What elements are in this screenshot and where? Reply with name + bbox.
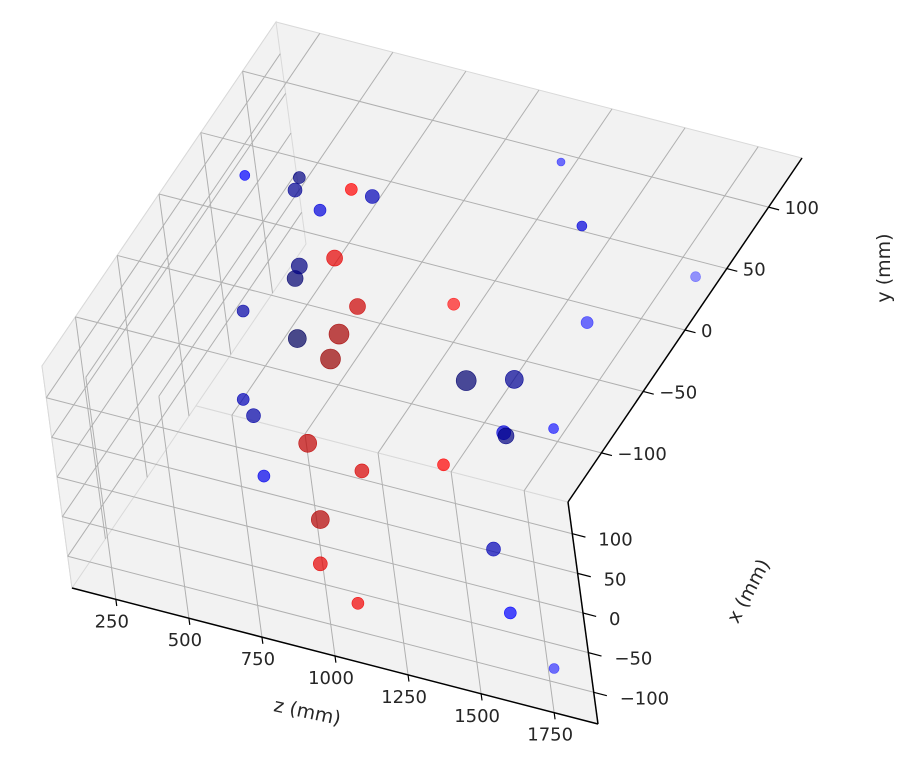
data-points [236,157,701,674]
z-mm-tick-label: 1500 [454,706,500,727]
data-point [576,220,588,232]
data-point [455,370,477,391]
grid-line-z-left [200,132,232,355]
data-point [497,427,515,445]
data-point [503,606,517,620]
data-point [298,433,318,453]
axis-panes [41,20,803,725]
grid-line-z-left [74,316,106,539]
grid-line-y-floor [67,555,594,693]
data-point [580,316,594,329]
z-mm-tick-label: 500 [168,630,202,651]
z-mm-tick-mark [188,618,191,625]
data-point [287,329,307,348]
data-point [349,298,366,315]
x-mm-tick-label: −100 [620,688,669,709]
z-mm-tick-mark [261,637,264,644]
data-point [351,596,365,610]
data-point [236,393,250,406]
data-point [504,370,524,389]
y-mm-tick-mark [684,329,696,334]
y-mm-tick-label: −100 [617,444,666,465]
z-axis-label: y (mm) [873,233,895,302]
y-mm-tick-label: 0 [701,321,712,342]
y-mm-tick-mark [601,452,613,457]
z-mm-tick-mark [553,712,556,720]
y-axis-label: x (mm) [723,555,775,626]
data-point [320,348,341,370]
data-point [364,189,380,204]
data-point [548,423,559,434]
z-mm-tick-label: 1250 [381,687,427,708]
z-mm-tick-label: 750 [241,649,275,670]
x-mm-tick-mark [582,612,597,617]
y-mm-tick-label: −50 [659,382,697,403]
x-mm-tick-mark [572,533,586,538]
data-point [486,541,501,557]
grid-line-y-floor [46,397,573,535]
grid-line-y-floor [56,476,584,614]
z-mm-tick-mark [407,674,410,682]
data-point [326,249,343,267]
x-mm-tick-mark [577,572,591,578]
data-point [354,463,370,479]
data-point [257,469,271,483]
data-point [328,323,350,345]
x-axis-label: z (mm) [272,694,343,730]
z-mm-tick-mark [115,599,118,607]
y-mm-tick-mark [643,390,654,395]
x-mm-tick-label: 0 [609,609,620,630]
y-mm-tick-mark [726,267,738,272]
data-point [313,203,327,217]
x-mm-tick-mark [593,691,608,697]
data-point [437,458,450,472]
data-point [310,510,330,529]
tick-labels: 2505007501000125015001750−100−50050100−1… [95,198,819,746]
grid-line-z-left [242,71,274,294]
data-point [246,408,261,424]
data-point [556,157,566,167]
grid-line-z-back [75,316,602,454]
data-point [287,182,303,198]
z-mm-tick-label: 1000 [308,668,354,689]
z-mm-tick-label: 1750 [527,725,573,746]
grid-line-y-floor [62,516,589,654]
data-point [236,304,250,318]
grid-lines [45,33,769,713]
y-mm-tick-label: 100 [785,198,819,219]
x-mm-tick-label: 50 [604,569,627,590]
data-point [312,556,328,572]
data-point [447,297,461,311]
data-point [290,257,308,275]
data-point [548,663,560,674]
y-mm-tick-mark [768,206,780,211]
data-point [690,271,701,283]
data-point [292,171,306,184]
grid-line-z-left [158,193,190,417]
z-mm-tick-label: 250 [95,611,129,632]
x-mm-tick-label: 100 [598,530,632,551]
x-mm-tick-mark [588,652,602,657]
x-mm-tick-label: −50 [614,649,652,670]
grid-line-z-back [242,70,769,208]
z-mm-tick-mark [334,655,337,663]
y-mm-tick-label: 50 [743,260,766,281]
grid-line-z-back [200,132,727,270]
z-mm-tick-mark [480,693,483,701]
grid-line-z-left [116,255,148,478]
grid-line-z-back [117,254,644,392]
data-point [239,170,251,181]
grid-line-z-back [158,193,686,331]
data-point [344,183,358,196]
